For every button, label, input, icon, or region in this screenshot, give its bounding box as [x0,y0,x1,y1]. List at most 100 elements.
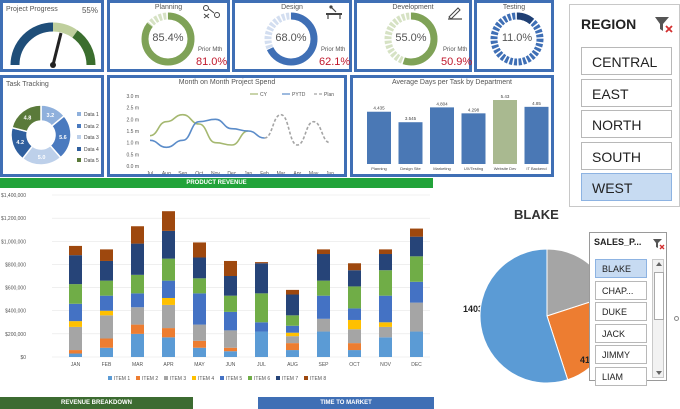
stack-segment [286,325,299,333]
region-item-west[interactable]: WEST [581,173,672,201]
legend-label: ITEM 1 [114,376,130,382]
stack-segment [348,329,361,344]
y-tick-label: 2.5 m [126,106,139,112]
legend-swatch [136,376,140,380]
bar [367,111,391,164]
clear-filter-icon[interactable] [652,238,665,250]
blake-pie-title: BLAKE [514,207,559,222]
legend-item: Data 5 [77,156,99,168]
scroll-down-arrow-icon[interactable] [656,371,662,375]
stack-segment [131,226,144,244]
region-item-east[interactable]: EAST [581,78,672,107]
stack-segment [100,310,113,316]
sales-item[interactable]: LIAM [595,366,647,386]
bar-value-label: 4.85 [532,101,541,106]
task-donut-chart: 3.2 5.6 5.0 4.2 4.8 [10,104,72,166]
stack-segment [286,332,299,337]
sales-item[interactable]: CHAP... [595,280,647,300]
stack-segment [162,328,175,338]
stack-segment [224,276,237,296]
stack-segment [100,260,113,281]
x-tick-label: OCT [349,362,360,368]
time-to-market-band[interactable]: TIME TO MARKET [258,397,434,409]
region-slicer-title: REGION [581,16,637,32]
x-tick-label: FEB [102,362,112,368]
kpi-value: 55.0% [395,32,427,44]
stack-segment [255,262,268,264]
legend-label: Data 5 [84,158,99,164]
progress-gauge [10,22,96,68]
x-tick-label: AUG [287,362,298,368]
stack-segment [193,278,206,294]
sales-item[interactable]: JACK [595,323,647,343]
y-tick-label: $0 [20,355,26,361]
legend-swatch [220,376,224,380]
x-tick-label: SEP [318,362,329,368]
stack-segment [162,337,175,357]
legend-swatch [248,376,252,380]
gauge-needle [51,32,63,66]
stack-segment [255,263,268,294]
legend-label: ITEM 8 [310,376,326,382]
stack-segment [193,347,206,357]
resize-handle[interactable] [674,316,679,321]
legend-label: Plan [324,92,334,98]
stack-segment [69,326,82,351]
region-item-north[interactable]: NORTH [581,110,672,138]
kpi-title: Testing [502,4,526,11]
month-spend-chart: 3.0 m 2.5 m 2.0 m 1.5 m 1.0 m 0.5 m 0.0 m Jul Au… [126,92,334,174]
sales-slicer-title: SALES_P... [594,237,642,247]
revenue-breakdown-band[interactable]: REVENUE BREAKDOWN [0,397,193,409]
stack-segment [193,324,206,341]
stack-segment [410,256,423,282]
legend-swatch [77,158,81,162]
legend-label: ITEM 4 [198,376,214,382]
clear-filter-icon[interactable] [654,16,674,34]
x-tick-label: JUL [257,362,266,368]
legend-swatch [192,376,196,380]
month-spend-title: Month on Month Project Spend [178,79,276,86]
stack-segment [410,228,423,237]
kpi-prior-value: 81.0% [196,56,228,68]
x-tick-label: Aug [162,171,171,174]
stack-segment [224,311,237,331]
task-legend: Data 1 Data 2 Data 3 Data 4 Data 5 [77,110,99,168]
sales-item[interactable]: DUKE [595,302,647,321]
bar-value-label: 4.804 [436,101,448,106]
stack-segment [162,304,175,329]
y-tick-label: $800,000 [5,262,26,268]
gauge-segment-green [72,30,96,66]
stack-segment [224,347,237,352]
sales-item[interactable]: BLAKE [595,259,647,278]
kpi-ring-fill [384,12,438,66]
legend-label: ITEM 2 [142,376,158,382]
kpi-prior-value: 62.1% [319,56,351,68]
y-tick-label: 0.5 m [126,152,139,158]
stack-segment [224,330,237,348]
region-item-south[interactable]: SOUTH [581,141,672,170]
stack-segment [162,258,175,281]
stack-segment [286,294,299,316]
x-tick-label: Nov [211,171,220,174]
stack-segment [348,270,361,287]
x-tick-label: JAN [71,362,81,368]
avg-days-title: Average Days per Task by Department [392,79,512,86]
stack-segment [100,249,113,261]
stack-segment [193,293,206,325]
x-tick-label: May [309,171,319,174]
scroll-thumb[interactable] [654,272,664,320]
legend-label: Data 1 [84,112,99,118]
series-line-pytd [149,118,265,149]
region-item-central[interactable]: CENTRAL [581,47,672,75]
scroll-up-arrow-icon[interactable] [656,262,662,266]
stack-segment [193,257,206,279]
sales-slicer-scrollbar[interactable] [652,259,664,378]
bar-value-label: 3.545 [405,116,417,121]
x-tick-label: JUN [226,362,236,368]
sales-item[interactable]: JIMMY [595,345,647,364]
kpi-prior-label: Prior Mth [321,47,346,53]
x-tick-label: Mar [277,171,286,174]
kpi-ring [264,12,318,66]
kpi-ring-fill [490,12,544,66]
kpi-title: Design [281,4,303,11]
